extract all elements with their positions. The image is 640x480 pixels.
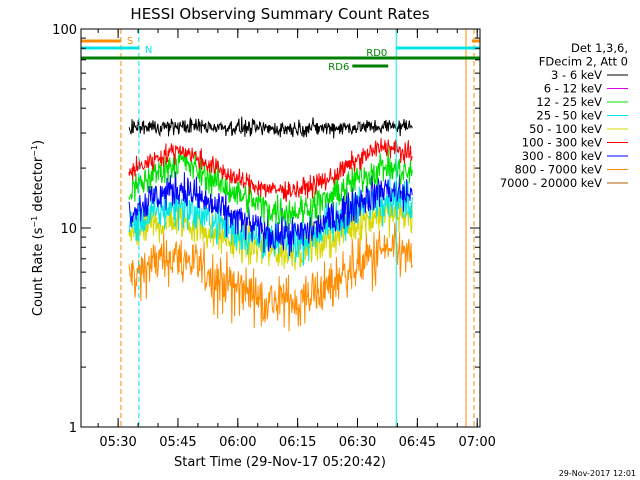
x-tick-label-4: 06:30 xyxy=(339,435,376,450)
y-tick-label-2: 100 xyxy=(52,23,77,38)
trace-6 xyxy=(128,116,413,139)
data-traces xyxy=(128,116,413,332)
x-axis: 05:30 05:45 06:00 06:15 06:30 06:45 07:00 xyxy=(97,29,496,450)
chart-title: HESSI Observing Summary Count Rates xyxy=(130,5,429,23)
instrument-state-markers: S N RD0 RD6 xyxy=(80,29,480,427)
legend-header-1: FDecim 2, Att 0 xyxy=(539,55,628,69)
state-label-3: RD6 xyxy=(328,62,349,73)
x-tick-label-3: 06:15 xyxy=(279,435,316,450)
legend-label-3: 25 - 50 keV xyxy=(536,109,602,123)
legend-label-7: 800 - 7000 keV xyxy=(514,163,602,177)
trace-4 xyxy=(128,144,413,229)
y-tick-label-0: 1 xyxy=(69,421,77,436)
trace-3 xyxy=(128,171,413,257)
legend-label-0: 3 - 6 keV xyxy=(551,68,602,82)
state-label-0: S xyxy=(127,36,133,47)
y-axis: 1 10 100 xyxy=(52,23,480,436)
legend-label-8: 7000 - 20000 keV xyxy=(500,176,602,190)
legend-header-0: Det 1,3,6, xyxy=(571,41,628,55)
state-label-1: N xyxy=(145,45,152,56)
x-tick-label-2: 06:00 xyxy=(219,435,256,450)
legend-label-5: 100 - 300 keV xyxy=(522,136,602,150)
x-tick-label-5: 06:45 xyxy=(399,435,436,450)
x-tick-label-0: 05:30 xyxy=(99,435,136,450)
y-axis-label-mid: detector xyxy=(31,156,46,216)
x-axis-label: Start Time (29-Nov-17 05:20:42) xyxy=(174,455,386,470)
y-axis-label-sup2: −1 xyxy=(30,145,39,157)
y-axis-label-end: ) xyxy=(31,140,46,145)
x-tick-label-6: 07:00 xyxy=(458,435,495,450)
y-axis-label: Count Rate (s−1 detector−1) xyxy=(30,140,46,316)
trace-0 xyxy=(128,222,413,332)
legend-label-2: 12 - 25 keV xyxy=(536,95,602,109)
x-tick-label-1: 05:45 xyxy=(159,435,196,450)
legend-label-1: 6 - 12 keV xyxy=(544,82,602,96)
y-axis-label-main: Count Rate (s xyxy=(31,227,46,316)
y-tick-label-1: 10 xyxy=(60,222,77,237)
legend-label-4: 50 - 100 keV xyxy=(529,122,602,136)
y-axis-label-sup1: −1 xyxy=(30,216,39,228)
timestamp: 29-Nov-2017 12:01 xyxy=(559,469,636,478)
trace-5 xyxy=(128,138,413,202)
legend-label-6: 300 - 800 keV xyxy=(522,149,602,163)
state-label-2: RD0 xyxy=(366,48,387,59)
